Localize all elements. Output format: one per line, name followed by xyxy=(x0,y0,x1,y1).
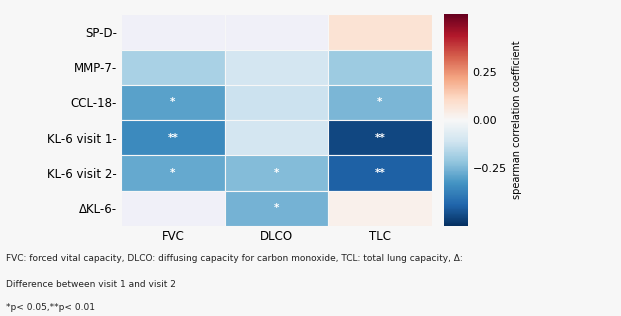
Text: *: * xyxy=(274,203,279,213)
Bar xyxy=(328,50,432,85)
Bar xyxy=(121,191,225,226)
Text: FVC: forced vital capacity, DLCO: diffusing capacity for carbon monoxide, TCL: t: FVC: forced vital capacity, DLCO: diffus… xyxy=(6,254,463,263)
Bar xyxy=(225,50,328,85)
Text: *: * xyxy=(170,168,176,178)
Bar xyxy=(328,191,432,226)
Bar xyxy=(225,155,328,191)
Bar xyxy=(121,50,225,85)
Bar xyxy=(225,120,328,155)
Text: *: * xyxy=(170,97,176,107)
Bar xyxy=(328,14,432,50)
Text: **: ** xyxy=(374,133,385,143)
Bar xyxy=(225,191,328,226)
Text: Difference between visit 1 and visit 2: Difference between visit 1 and visit 2 xyxy=(6,280,176,289)
Y-axis label: spearman correlation coefficient: spearman correlation coefficient xyxy=(512,41,522,199)
Text: *: * xyxy=(377,97,383,107)
Bar xyxy=(225,14,328,50)
Text: *p< 0.05,**p< 0.01: *p< 0.05,**p< 0.01 xyxy=(6,303,95,312)
Bar xyxy=(328,155,432,191)
Bar xyxy=(121,85,225,120)
Bar xyxy=(328,85,432,120)
Text: *: * xyxy=(274,168,279,178)
Bar xyxy=(121,14,225,50)
Bar xyxy=(328,120,432,155)
Bar xyxy=(225,85,328,120)
Text: **: ** xyxy=(168,133,178,143)
Text: **: ** xyxy=(374,168,385,178)
Bar xyxy=(121,120,225,155)
Bar xyxy=(121,155,225,191)
